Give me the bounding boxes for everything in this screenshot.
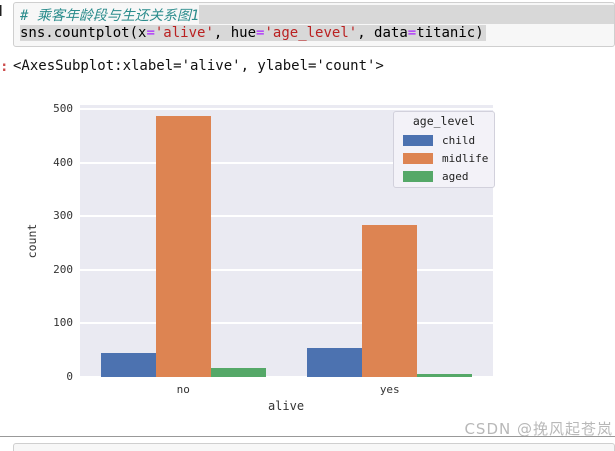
x-axis-label: alive — [267, 399, 305, 413]
y-tick-0: 0 — [66, 370, 73, 383]
output-repr: <AxesSubplot:xlabel='alive', ylabel='cou… — [13, 58, 384, 74]
code-token: , hue — [213, 25, 257, 41]
x-tick-no: no — [176, 383, 190, 396]
legend-title: age_level — [412, 114, 476, 128]
code-cell[interactable]: # 乘客年龄段与生还关系图1 sns.countplot(x='alive', … — [13, 2, 615, 47]
gridline-200 — [80, 268, 493, 271]
watermark: CSDN @挽风起苍岚 — [464, 420, 613, 438]
x-tick-yes: yes — [379, 383, 400, 396]
y-axis-label: count — [25, 223, 39, 259]
legend: age_level child midlife aged — [393, 111, 495, 188]
code-token: , data — [357, 25, 408, 41]
gridline-0 — [80, 376, 493, 378]
bar-yes-child — [307, 348, 363, 377]
gridline-500 — [80, 108, 493, 111]
y-tick-500: 500 — [53, 102, 73, 116]
cell-gutter-glyph: H — [0, 1, 9, 19]
legend-label-midlife: midlife — [442, 151, 489, 165]
legend-swatch-aged — [403, 170, 433, 182]
gridline-400 — [80, 161, 493, 164]
code-line: sns.countplot(x='alive', hue='age_level'… — [20, 24, 614, 43]
selected-code: sns.countplot(x='alive', hue='age_level'… — [20, 25, 486, 41]
code-token: = — [146, 25, 155, 41]
code-comment: # 乘客年龄段与生还关系图1 — [20, 7, 200, 24]
y-tick-100: 100 — [53, 316, 73, 330]
y-tick-300: 300 — [53, 209, 73, 223]
gridline-300 — [80, 215, 493, 218]
y-tick-400: 400 — [53, 155, 73, 169]
bar-no-aged — [210, 367, 266, 377]
legend-row-child: child — [394, 131, 494, 149]
code-token: = — [407, 25, 417, 41]
cell-divider — [0, 436, 615, 437]
code-token: titanic) — [416, 25, 484, 41]
bar-no-midlife — [155, 116, 211, 377]
legend-row-midlife: midlife — [394, 149, 494, 167]
legend-label-aged: aged — [442, 169, 469, 183]
gridline-100 — [80, 322, 493, 325]
code-line-comment: # 乘客年龄段与生还关系图1 — [20, 5, 614, 24]
legend-row-aged: aged — [394, 167, 494, 185]
output-prompt: : — [0, 59, 9, 75]
selection-highlight — [199, 5, 614, 24]
bar-yes-midlife — [362, 225, 418, 377]
legend-swatch-midlife — [403, 152, 433, 164]
bar-yes-aged — [417, 374, 473, 377]
next-cell[interactable] — [13, 443, 615, 451]
chart-figure: 0 100 200 300 400 500 no yes count alive age_l… — [25, 94, 525, 426]
y-tick-200: 200 — [53, 262, 73, 276]
legend-swatch-child — [403, 134, 433, 146]
code-token: sns.countplot(x — [20, 25, 147, 41]
code-token: 'alive' — [154, 25, 214, 41]
legend-label-child: child — [442, 133, 476, 147]
code-token: 'age_level' — [264, 25, 358, 41]
code-token: = — [256, 25, 265, 41]
bar-no-child — [100, 352, 156, 377]
